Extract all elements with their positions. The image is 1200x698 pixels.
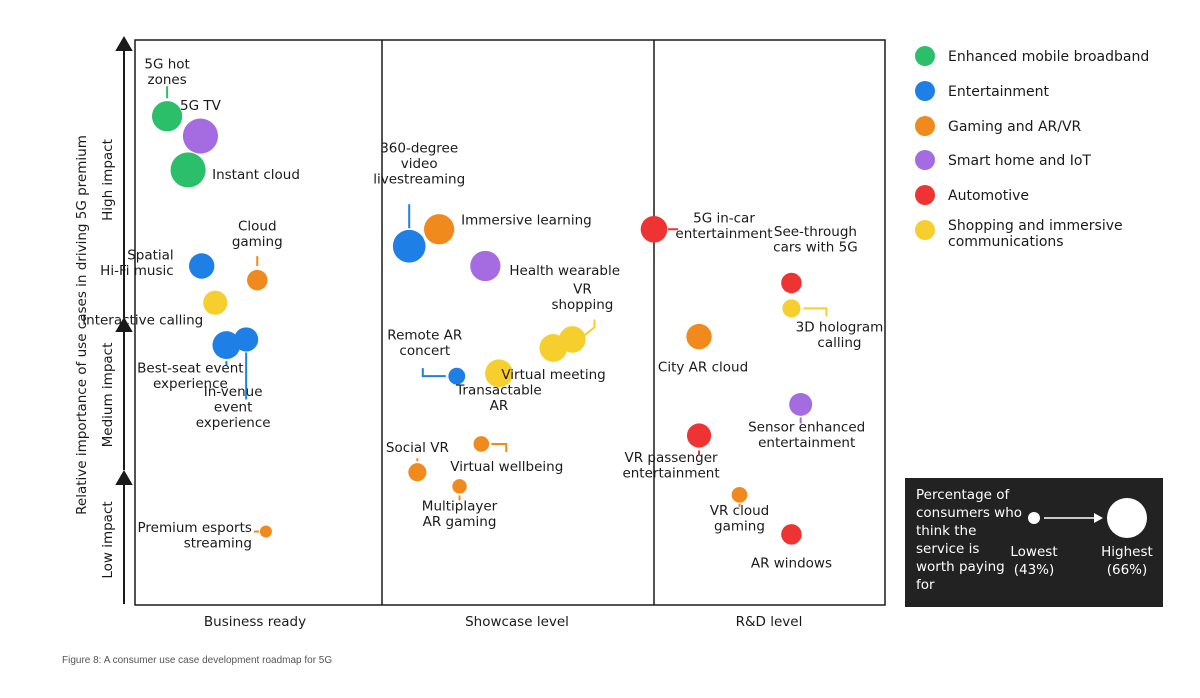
bubble-5g-in-car-entertainment (640, 215, 668, 243)
bubble-health-wearable (470, 250, 501, 282)
label-cloud-gaming: Cloud gaming (232, 218, 283, 250)
bubbles (151, 101, 813, 545)
bubble-multiplayer-ar-gaming (452, 479, 467, 494)
connector-3d-hologram-calling (803, 307, 828, 317)
label-transactable-ar: Transactable AR (455, 383, 542, 415)
legend-swatch-auto (915, 185, 935, 205)
legend-label-ent: Entertainment (948, 84, 1050, 100)
label-instant-cloud: Instant cloud (212, 167, 300, 183)
category-legend: Enhanced mobile broadband Entertainment Ga… (915, 46, 1149, 250)
size-legend-highest-value: (66%) (1107, 562, 1148, 578)
legend-label-auto: Automotive (948, 188, 1029, 204)
size-legend-lowest-bubble (1028, 512, 1040, 524)
connector-virtual-wellbeing (491, 442, 508, 452)
label-city-ar-cloud: City AR cloud (658, 360, 748, 376)
legend-swatch-shop (915, 220, 935, 240)
figure-caption: Figure 8: A consumer use case developmen… (62, 655, 333, 666)
bubble-best-seat-event-experience (212, 331, 241, 360)
size-legend-lowest-value: (43%) (1014, 562, 1055, 578)
bubble-city-ar-cloud (686, 323, 712, 350)
legend-label-home: Smart home and IoT (948, 153, 1091, 169)
bubble-vr-passenger-entertainment (686, 423, 712, 448)
legend-swatch-embb (915, 46, 935, 66)
label-5g-hot-zones: 5G hot zones (144, 57, 189, 89)
bubble-immersive-learning (423, 214, 455, 245)
label-3d-hologram-calling: 3D hologram calling (796, 320, 884, 352)
label-5g-tv: 5G TV (180, 98, 222, 114)
bubble-virtual-wellbeing (473, 436, 490, 452)
size-legend-title: Percentage of consumers who think the se… (916, 487, 1026, 593)
y-band-medium: Medium impact (100, 343, 116, 448)
bubble-cloud-gaming (247, 269, 268, 291)
size-legend-arrowhead (1094, 513, 1103, 523)
connector-vr-shopping (583, 319, 596, 337)
plot-frame (134, 39, 886, 606)
bubble-labels: 5G hot zones 5G TV Instant cloud Spatial Hi-F… (82, 57, 883, 572)
connector-lines (166, 86, 828, 533)
bubble-remote-ar-concert (448, 367, 466, 385)
label-premium-esports-streaming: Premium esports streaming (137, 520, 251, 552)
y-band-low: Low impact (100, 501, 116, 578)
y-axis-title: Relative importance of use cases in driv… (74, 135, 90, 515)
bubble-instant-cloud (170, 152, 206, 188)
label-vr-shopping: VR shopping (551, 282, 613, 314)
size-legend: Percentage of consumers who think the se… (905, 478, 1163, 607)
label-virtual-meeting: Virtual meeting (501, 367, 605, 383)
bubble-5g-tv (182, 118, 219, 154)
label-spatial-hi-fi-music: Spatial Hi-Fi music (100, 247, 174, 279)
legend-label-embb: Enhanced mobile broadband (948, 49, 1149, 65)
label-ar-windows: AR windows (751, 555, 832, 571)
label-in-venue-event-experience: In-venue event experience (196, 384, 271, 431)
bubble-social-vr (408, 463, 427, 482)
legend-swatch-ent (915, 81, 935, 101)
size-legend-highest-bubble (1107, 498, 1147, 538)
bubble-sensor-enhanced-entertainment (789, 392, 813, 416)
y-band-high: High impact (100, 139, 116, 221)
size-legend-lowest-label: Lowest (1010, 544, 1057, 560)
bubble-in-venue-event-experience (234, 327, 259, 352)
label-vr-passenger-entertainment: VR passenger entertainment (622, 450, 719, 482)
label-immersive-learning: Immersive learning (461, 212, 592, 228)
bubble-premium-esports-streaming (259, 525, 272, 538)
label-360-degree-video-livestreaming: 360-degree video livestreaming (373, 141, 465, 188)
bubble-transactable-ar (485, 359, 513, 388)
bubble-ar-windows (781, 524, 802, 545)
label-virtual-wellbeing: Virtual wellbeing (450, 459, 563, 475)
label-interactive-calling: Interactive calling (82, 313, 203, 329)
bubble-see-through-cars-with-5g (781, 272, 802, 294)
label-vr-cloud-gaming: VR cloud gaming (710, 503, 769, 535)
size-legend-highest-label: Highest (1101, 544, 1153, 560)
bubble-vr-cloud-gaming (731, 486, 748, 503)
label-5g-in-car-entertainment: 5G in-car entertainment (675, 211, 772, 243)
x-column-rd-level: R&D level (736, 614, 803, 630)
legend-swatch-game (915, 116, 935, 136)
bubble-3d-hologram-calling (782, 299, 801, 318)
bubble-5g-hot-zones (151, 101, 183, 132)
label-multiplayer-ar-gaming: Multiplayer AR gaming (422, 499, 498, 530)
bubble-interactive-calling (203, 290, 228, 315)
label-social-vr: Social VR (386, 440, 449, 456)
legend-swatch-home (915, 150, 935, 170)
legend-label-game: Gaming and AR/VR (948, 119, 1082, 135)
label-best-seat-event-experience: Best-seat event experience (137, 360, 243, 392)
x-column-showcase-level: Showcase level (465, 614, 569, 630)
connector-remote-ar-concert (421, 368, 446, 378)
legend-label-shop: Shopping and immersive communications (948, 218, 1123, 250)
label-health-wearable: Health wearable (509, 263, 620, 279)
y-axis (115, 36, 133, 604)
label-see-through-cars-with-5g: See-through cars with 5G (773, 224, 858, 256)
x-column-business-ready: Business ready (204, 614, 306, 630)
label-remote-ar-concert: Remote AR concert (387, 327, 462, 359)
bubble-spatial-hi-fi-music (188, 253, 215, 279)
bubble-360-degree-video-livestreaming (392, 229, 426, 263)
bubble-virtual-meeting (539, 334, 568, 362)
label-sensor-enhanced-entertainment: Sensor enhanced entertainment (748, 420, 865, 452)
